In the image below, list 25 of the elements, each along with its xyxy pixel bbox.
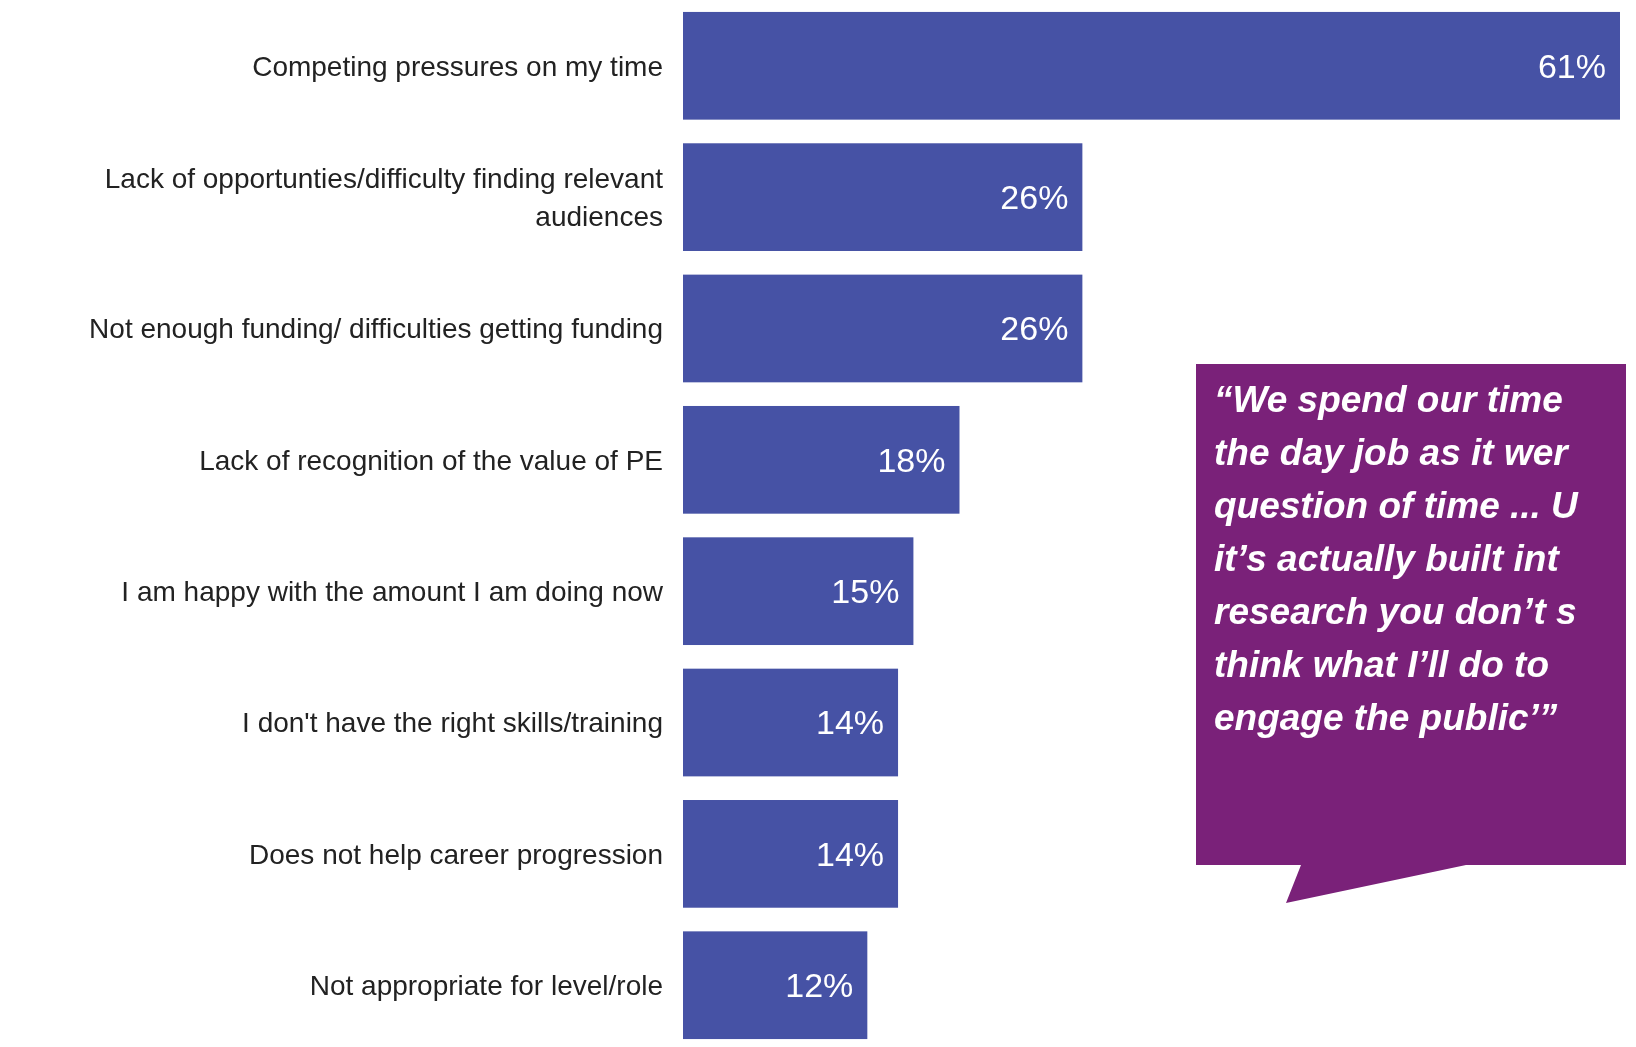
y-tick-label: I am happy with the amount I am doing now — [121, 575, 664, 607]
data-label: 14% — [815, 834, 885, 873]
data-label: 61% — [1537, 46, 1606, 85]
bar — [683, 405, 960, 514]
y-tick-label: Not enough funding/ difficulties getting funding — [89, 313, 663, 345]
data-label: 26% — [1000, 309, 1069, 348]
data-label: 18% — [877, 440, 946, 479]
data-label: 12% — [785, 966, 854, 1005]
y-tick-label: Lack of opportunties/difficulty finding relevant audiences — [104, 163, 664, 232]
data-label: 14% — [815, 703, 885, 742]
annotation: “We spend our time the day job as it wer question of time ... U it’s actually built int research you don’t s think what I’ll do to engage the public’” — [1214, 379, 1580, 738]
bar — [683, 800, 899, 908]
y-tick-label: I don't have the right skills/training — [242, 707, 663, 739]
bar — [683, 931, 868, 1040]
y-tick-label: Does not help career progression — [248, 838, 663, 870]
y-tick-label: Lack of recognition of the value of PE — [199, 444, 663, 476]
bar — [683, 274, 1083, 383]
data-label: 26% — [1000, 178, 1069, 217]
bar — [683, 537, 914, 646]
bar — [683, 11, 1620, 120]
y-tick-label: Not appropriate for level/role — [309, 970, 663, 1002]
data-label: 15% — [831, 572, 900, 611]
bar — [683, 668, 899, 777]
y-tick-label: Competing pressures on my time — [252, 50, 663, 82]
bar — [683, 143, 1083, 251]
